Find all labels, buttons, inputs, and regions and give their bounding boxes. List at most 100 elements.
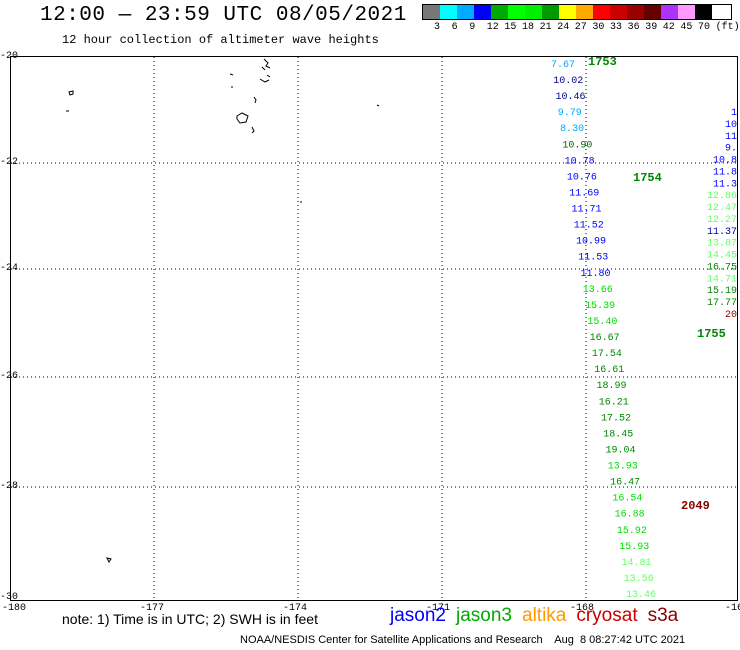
legend-swatch <box>525 5 542 19</box>
swh-observation: 12.27 <box>707 215 737 226</box>
legend-swatch <box>593 5 610 19</box>
swh-observation: 14.71 <box>707 274 737 285</box>
observation-labels: 7.67 10.02 10.46 9.79 8.30 10.90 10.78 10.76 11.… <box>551 60 737 600</box>
latitude-tick-label: -30 <box>0 592 19 603</box>
longitude-tick-label: -168 <box>570 603 595 614</box>
swh-observation: 10 <box>725 120 737 131</box>
legend-tick-label: 9 <box>469 22 476 33</box>
legend-tick-label: 39 <box>645 22 658 33</box>
longitude-tick-label: -177 <box>140 603 165 614</box>
swh-observation: 15.19 <box>707 286 737 297</box>
swh-observation: 7.67 <box>551 60 575 71</box>
swh-observation: 16.61 <box>594 365 624 376</box>
track-time-labels: 1753 1754 1755 2049 <box>588 57 726 513</box>
swh-observation: 11.52 <box>574 221 604 232</box>
mission-name: altika <box>522 605 567 626</box>
swh-observation: 11.69 <box>569 189 599 200</box>
swh-observation: 17.54 <box>592 349 622 360</box>
legend-swatches <box>422 4 732 20</box>
swh-observation: 13.46 <box>626 590 656 600</box>
swh-observation: 10.99 <box>576 237 606 248</box>
lat-lon-grid <box>11 57 737 600</box>
legend-swatch <box>644 5 661 19</box>
legend-tick-label: 70 <box>698 22 711 33</box>
latitude-tick-label: -26 <box>0 371 19 382</box>
swh-observation: 8.30 <box>560 124 584 135</box>
track-time-label: 1755 <box>697 327 726 341</box>
longitude-tick-label: -180 <box>2 603 27 614</box>
longitude-tick-label: -171 <box>426 603 451 614</box>
latitude-tick-label: -20 <box>0 51 19 62</box>
swh-observation: 16.88 <box>615 510 645 521</box>
legend-swatch <box>627 5 644 19</box>
swh-observation: 11.37 <box>707 227 737 238</box>
swh-observation: 1 <box>731 108 737 119</box>
legend-swatch <box>423 5 440 19</box>
swh-observation: 13.87 <box>707 239 737 250</box>
swh-observation: 16.21 <box>599 397 629 408</box>
latitude-tick-label: -28 <box>0 481 19 492</box>
swh-observation: 10.78 <box>565 156 595 167</box>
mission-legend: jason2 jason3 altika cryosat s3a <box>390 605 678 627</box>
mission-name: s3a <box>647 605 679 626</box>
legend-swatch <box>610 5 627 19</box>
legend-tick-label: 42 <box>662 22 675 33</box>
swh-observation: 13.93 <box>608 462 638 473</box>
swh-observation: 15.92 <box>617 526 647 537</box>
swh-observation: 10.8 <box>713 156 737 167</box>
legend-swatch <box>542 5 559 19</box>
track-time-label: 1753 <box>588 57 617 69</box>
mission-name: cryosat <box>576 605 638 626</box>
legend-swatch <box>508 5 525 19</box>
swh-observation: 9. <box>725 144 737 155</box>
legend-tick-label: 45 <box>680 22 693 33</box>
swh-observation: 10.02 <box>553 76 583 87</box>
legend-swatch <box>678 5 695 19</box>
swh-observation: 11 <box>725 132 737 143</box>
island-outlines <box>66 58 380 563</box>
swh-observation: 11.71 <box>572 205 602 216</box>
legend-tick-label: 33 <box>610 22 623 33</box>
legend-tick-label: 21 <box>539 22 552 33</box>
swh-observation: 13.56 <box>624 574 654 585</box>
legend-tick-label: 24 <box>557 22 570 33</box>
legend-swatch <box>695 5 712 19</box>
swh-observation: 14.45 <box>707 251 737 262</box>
legend-tick-label: 12 <box>486 22 499 33</box>
swh-observation: 15.40 <box>587 317 617 328</box>
swh-observation: 12.86 <box>707 191 737 202</box>
island-outline <box>66 58 380 563</box>
swh-observation: 16.75 <box>707 263 737 274</box>
swh-observation: 18.99 <box>597 381 627 392</box>
legend-tick-label: (ft) <box>715 22 740 33</box>
legend-swatch <box>474 5 491 19</box>
legend-swatch <box>559 5 576 19</box>
legend-tick-label: 18 <box>522 22 535 33</box>
swh-observation: 16.54 <box>612 494 642 505</box>
swh-observation: 10.46 <box>556 92 586 103</box>
mission-name: jason2 <box>390 605 446 626</box>
credit-line: NOAA/NESDIS Center for Satellite Applica… <box>240 634 686 646</box>
mission-name: jason3 <box>456 605 512 626</box>
map-panel: 7.67 10.02 10.46 9.79 8.30 10.90 10.78 10.76 11.… <box>10 56 738 601</box>
legend-swatch <box>491 5 508 19</box>
legend-tick-label: 6 <box>451 22 458 33</box>
swh-observation: 17.52 <box>601 413 631 424</box>
swh-observation: 17.77 <box>707 298 737 309</box>
swh-observation: 16.67 <box>590 333 620 344</box>
legend-swatch <box>576 5 593 19</box>
track-time-label: 1754 <box>633 171 662 185</box>
legend-tick-label: 30 <box>592 22 605 33</box>
swh-observation: 10.90 <box>562 140 592 151</box>
footnote: note: 1) Time is in UTC; 2) SWH is in fe… <box>62 611 318 627</box>
longitude-tick-label: -174 <box>283 603 308 614</box>
swh-observation: 16.47 <box>610 478 640 489</box>
color-scale-legend: 3 6 9 12 15 18 21 24 27 30 33 36 39 42 45 70 (ft) <box>422 4 740 34</box>
legend-tick-label: 36 <box>627 22 640 33</box>
page-subtitle: 12 hour collection of altimeter wave hei… <box>62 33 379 47</box>
swh-observation: 19.04 <box>606 446 636 457</box>
legend-swatch <box>457 5 474 19</box>
swh-observation: 11.53 <box>578 253 608 264</box>
swh-observation: 11.8 <box>713 167 737 178</box>
swh-observation: 20 <box>725 310 737 321</box>
